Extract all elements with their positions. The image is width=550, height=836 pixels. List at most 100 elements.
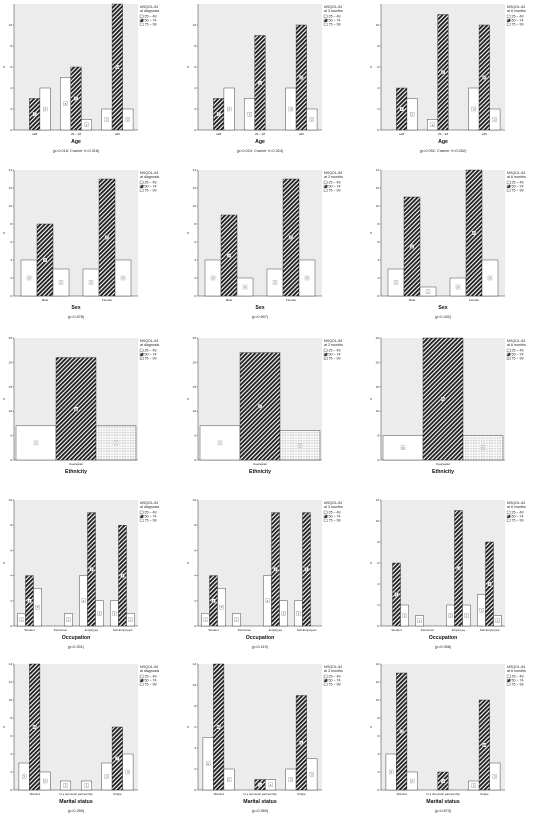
bar-value-box bbox=[227, 777, 232, 782]
x-category-label: Self-Employed bbox=[113, 628, 133, 632]
bar-value-label: 12 bbox=[217, 725, 221, 729]
bar-value-box bbox=[257, 782, 263, 787]
legend-item-label: 75 – 99 bbox=[329, 683, 341, 687]
legend-item-label: 75 – 99 bbox=[145, 683, 157, 687]
x-category-label: Male bbox=[409, 298, 416, 302]
y-tick-label: 6 bbox=[194, 240, 196, 244]
bar-value-box bbox=[206, 761, 211, 766]
bar-value-label: 2 bbox=[127, 118, 129, 122]
bar-value-label: 11 bbox=[442, 70, 445, 74]
legend-item-label: 50 – 74 bbox=[145, 515, 157, 519]
bar-value-label: 5 bbox=[207, 762, 209, 766]
bar-value-label: 4 bbox=[44, 107, 46, 111]
legend-subtitle: at 3 months bbox=[324, 669, 343, 673]
y-tick-label: 25 bbox=[376, 336, 380, 340]
bar-value-box bbox=[409, 244, 415, 249]
bar-value-label: 1 bbox=[130, 618, 132, 622]
legend-swatch bbox=[139, 514, 144, 518]
y-tick-label: 6 bbox=[10, 240, 12, 244]
legend-item-label: 50 – 74 bbox=[329, 679, 341, 683]
legend-swatch bbox=[139, 180, 144, 184]
bar-value-box bbox=[128, 617, 133, 622]
chart-svg: 0 2 4 6 8 10 12 n 6 2 Student 1 Pensioner 2 11 2 Employe… bbox=[370, 498, 526, 649]
p-value-text: (p=0.018; Cramer V=0.316) bbox=[53, 149, 100, 153]
legend-title: MSQOL-54 bbox=[140, 665, 158, 669]
y-axis-label: n bbox=[3, 65, 5, 69]
y-tick-label: 10 bbox=[9, 204, 13, 208]
legend-title: MSQOL-54 bbox=[140, 501, 158, 505]
y-axis-label: n bbox=[187, 725, 189, 729]
y-tick-label: 2 bbox=[10, 276, 12, 280]
legend-title: MSQOL-54 bbox=[140, 171, 158, 175]
x-category-label: Caucasian bbox=[253, 462, 268, 466]
chart-svg: 0 2 4 6 8 10 12 14 n 3 14 2 Married 1 1 In a domestic p… bbox=[3, 662, 159, 813]
bar-value-box bbox=[299, 740, 304, 745]
bar-value-label: 2 bbox=[457, 285, 459, 289]
bar-value-box bbox=[89, 567, 94, 572]
chart-panel-marital-status-0: 0 2 4 6 8 10 12 14 n 3 14 2 Married 1 1 In a domestic p… bbox=[0, 660, 182, 826]
bar-value-label: 9 bbox=[228, 254, 230, 258]
legend-swatch bbox=[323, 14, 328, 18]
bar-value-label: 8 bbox=[122, 574, 124, 578]
bar-value-box bbox=[257, 404, 263, 409]
y-tick-label: 12 bbox=[376, 498, 380, 502]
chart-panel-age-1: 0 2 4 6 8 10 n 3 4 ≤28 3 9 29 – 38 4 10 2 ≥39 Age (p=0.024… bbox=[184, 0, 366, 166]
bar-value-label: 1 bbox=[419, 619, 421, 623]
bar-value-box bbox=[297, 443, 303, 448]
legend-swatch bbox=[506, 180, 511, 184]
bar-value-label: 1 bbox=[236, 618, 238, 622]
x-axis-label: Marital status bbox=[59, 799, 93, 805]
bar-value-label: 2 bbox=[311, 118, 313, 122]
y-tick-label: 0 bbox=[377, 458, 379, 462]
y-tick-label: 0 bbox=[377, 128, 379, 132]
y-tick-label: 2 bbox=[377, 603, 379, 607]
chart-panel-marital-status-1: 0 2 4 6 8 10 12 n 5 12 2 Married 1 1 In a domestic par… bbox=[184, 660, 366, 826]
y-tick-label: 10 bbox=[376, 23, 380, 27]
p-value-text: (p=0.052; Cramer V=0.052) bbox=[420, 149, 467, 153]
x-category-label: Student bbox=[391, 628, 402, 632]
bar-value-box bbox=[33, 440, 39, 446]
y-tick-label: 4 bbox=[377, 86, 379, 90]
y-tick-label: 15 bbox=[193, 385, 197, 389]
chart-svg: 0 2 4 6 8 10 n 3 4 ≤28 3 9 29 – 38 4 10 2 ≥39 Age (p=0.024… bbox=[187, 4, 343, 153]
chart-panel-occupation-1: 0 2 4 6 8 10 n 1 4 3 Student 1 Pensioner 4 9 2 Employee 2… bbox=[184, 496, 366, 662]
x-category-label: Student bbox=[208, 628, 219, 632]
bar-value-label: 4 bbox=[228, 107, 230, 111]
x-category-label: ≤28 bbox=[216, 132, 221, 136]
legend-swatch bbox=[323, 518, 328, 522]
bar-value-box bbox=[448, 613, 453, 618]
bar-value-box bbox=[402, 613, 407, 618]
chart-panel-occupation-2: 0 2 4 6 8 10 12 n 6 2 Student 1 Pensioner 2 11 2 Employe… bbox=[367, 496, 549, 662]
y-tick-label: 20 bbox=[376, 360, 380, 364]
bar-value-label: 3 bbox=[90, 281, 92, 285]
x-axis-label: Marital status bbox=[243, 799, 277, 805]
legend-item-label: 75 – 99 bbox=[512, 189, 524, 193]
bar-value-box bbox=[471, 783, 476, 788]
bar-value-box bbox=[425, 289, 431, 294]
x-axis-label: Sex bbox=[438, 305, 447, 311]
bar-value-label: 4 bbox=[473, 107, 475, 111]
bar-value-box bbox=[84, 783, 89, 788]
bar-value-box bbox=[63, 783, 68, 788]
x-category-label: ≤28 bbox=[399, 132, 404, 136]
bar-value-box bbox=[471, 106, 476, 112]
x-axis-label: Occupation bbox=[62, 635, 91, 641]
legend-item-label: 50 – 74 bbox=[512, 679, 524, 683]
y-tick-label: 4 bbox=[10, 258, 12, 262]
bar-value-label: 1 bbox=[473, 784, 475, 788]
bar-value-box bbox=[104, 774, 109, 779]
bar-value-label: 5 bbox=[402, 446, 404, 450]
legend-item-label: 50 – 74 bbox=[512, 515, 524, 519]
bar-value-label: 1 bbox=[427, 290, 429, 294]
y-tick-label: 8 bbox=[10, 523, 12, 527]
y-tick-label: 14 bbox=[376, 662, 380, 666]
legend-subtitle: at 3 months bbox=[324, 505, 343, 509]
x-axis-label: Sex bbox=[255, 305, 264, 311]
bar-value-box bbox=[410, 778, 415, 784]
